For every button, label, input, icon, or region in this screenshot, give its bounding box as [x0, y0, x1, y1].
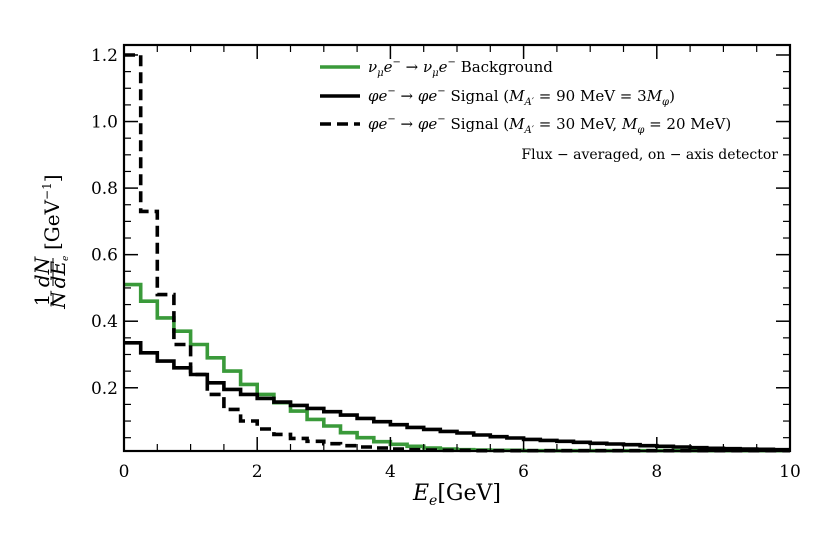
svg-text:N: N	[46, 290, 70, 310]
x-tick-label: 8	[651, 462, 662, 482]
x-tick-label: 6	[518, 462, 529, 482]
x-tick-label: 0	[119, 462, 130, 482]
x-tick-label: 10	[779, 462, 801, 482]
legend: νμe− → νμe− Background φe− → φe− Signal …	[320, 57, 731, 136]
y-tick-label: 0.8	[91, 179, 118, 199]
y-tick-label: 0.6	[91, 246, 118, 266]
svg-text:1: 1	[30, 294, 54, 307]
x-tick-label: 4	[385, 462, 396, 482]
ticks-layer: 0 2 4 6 8 10 0.2 0.4 0.6 0.8 1.0 1.2	[91, 45, 801, 482]
plot-frame	[122, 43, 792, 453]
series-line-1	[124, 341, 790, 452]
y-tick-label: 0.4	[91, 312, 118, 332]
y-tick-label: 0.2	[91, 379, 118, 399]
y-tick-label: 1.0	[91, 113, 118, 133]
y-axis-label: 1 N dN dEe [GeV−1]	[30, 174, 71, 309]
annotation-text: Flux − averaged, on − axis detector	[521, 147, 778, 163]
x-tick-label: 2	[252, 462, 263, 482]
legend-label-signal-30: φe− → φe− Signal (MA′ = 30 MeV, Mφ = 20 …	[368, 114, 731, 136]
svg-text:dEe: dEe	[46, 256, 71, 289]
legend-label-signal-90: φe− → φe− Signal (MA′ = 90 MeV = 3Mφ)	[368, 86, 675, 108]
y-tick-label: 1.2	[91, 46, 118, 66]
x-axis-label: Ee[GeV]	[412, 481, 501, 509]
legend-label-background: νμe− → νμe− Background	[368, 57, 553, 79]
svg-text:dN: dN	[30, 255, 54, 287]
